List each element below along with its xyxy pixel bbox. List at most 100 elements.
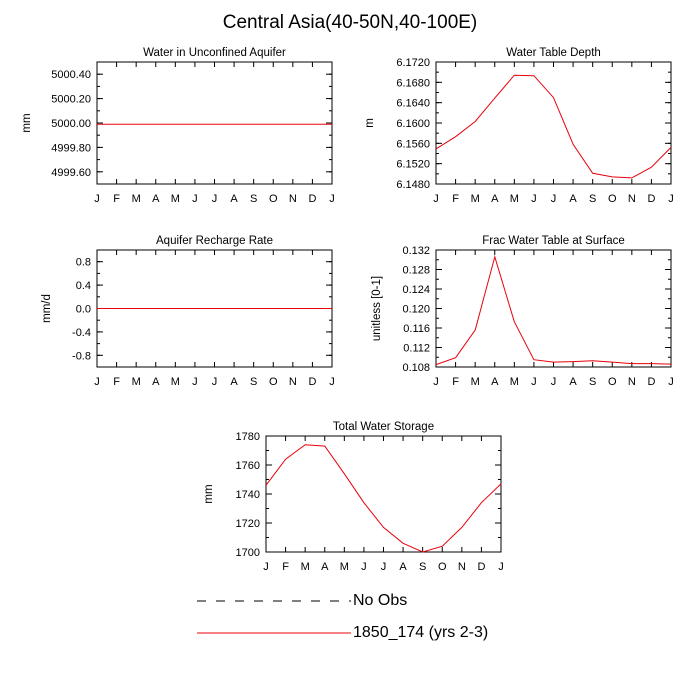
x-tick-label: S (589, 376, 596, 388)
x-tick-label: O (608, 193, 617, 205)
x-tick-label: J (192, 193, 198, 205)
x-tick-label: J (551, 193, 557, 205)
y-tick-label: 0.108 (402, 362, 430, 374)
panel-title: Aquifer Recharge Rate (156, 235, 273, 247)
x-tick-label: A (491, 376, 499, 388)
x-tick-label: A (230, 376, 238, 388)
x-tick-label: J (551, 376, 557, 388)
x-tick-label: O (438, 561, 447, 573)
y-tick-label: 6.1480 (396, 179, 430, 191)
y-tick-label: 0.112 (403, 343, 430, 355)
x-tick-label: F (113, 193, 120, 205)
y-tick-label: -0.8 (72, 350, 91, 362)
y-tick-label: 6.1520 (396, 159, 430, 171)
y-tick-label: 5000.20 (51, 94, 91, 106)
y-tick-label: 4999.80 (51, 142, 91, 154)
x-tick-label: J (498, 561, 504, 573)
y-tick-label: 0.132 (402, 245, 430, 257)
y-tick-label: 1760 (236, 460, 260, 472)
y-tick-label: 0.8 (76, 257, 91, 269)
x-tick-label: A (230, 193, 238, 205)
x-tick-label: F (282, 561, 289, 573)
y-tick-label: 1720 (236, 518, 260, 530)
y-tick-label: 1740 (236, 489, 260, 501)
legend-label-model: 1850_174 (yrs 2-3) (353, 624, 489, 641)
series-line (435, 74, 672, 179)
y-tick-label: 5000.40 (51, 69, 91, 81)
x-tick-label: A (152, 193, 160, 205)
x-tick-label: F (113, 376, 120, 388)
x-tick-label: J (263, 561, 269, 573)
x-tick-label: O (269, 376, 278, 388)
x-tick-label: N (458, 561, 466, 573)
y-tick-label: 0.124 (402, 284, 430, 296)
x-tick-label: D (477, 561, 485, 573)
y-tick-label: 0.120 (402, 304, 430, 316)
y-axis-label: mm/d (41, 294, 53, 323)
y-tick-label: 0.4 (76, 280, 91, 292)
x-tick-label: S (419, 561, 426, 573)
x-tick-label: J (433, 193, 439, 205)
x-tick-label: J (212, 376, 218, 388)
y-tick-label: 6.1600 (396, 118, 430, 130)
x-tick-label: F (452, 193, 459, 205)
x-tick-label: N (628, 376, 636, 388)
x-tick-label: M (510, 193, 519, 205)
x-tick-label: J (381, 561, 387, 573)
x-tick-label: M (510, 376, 519, 388)
x-tick-label: D (308, 376, 316, 388)
y-tick-label: 0.0 (76, 304, 91, 316)
panel-title: Total Water Storage (333, 421, 434, 433)
x-tick-label: A (491, 193, 499, 205)
x-tick-label: F (452, 376, 459, 388)
x-tick-label: S (250, 376, 257, 388)
y-tick-label: 0.128 (402, 265, 430, 277)
y-tick-label: 0.116 (403, 323, 430, 335)
x-tick-label: J (361, 561, 367, 573)
y-tick-label: 6.1640 (396, 98, 430, 110)
x-tick-label: M (132, 193, 141, 205)
y-tick-label: 6.1560 (396, 138, 430, 150)
y-tick-label: 1780 (236, 431, 260, 443)
y-axis-label: mm (203, 484, 215, 503)
x-tick-label: M (471, 376, 480, 388)
x-tick-label: M (132, 376, 141, 388)
x-tick-label: N (628, 193, 636, 205)
y-tick-label: 6.1680 (396, 77, 430, 89)
x-tick-label: M (471, 193, 480, 205)
panel-title: Frac Water Table at Surface (482, 235, 625, 247)
x-tick-label: S (250, 193, 257, 205)
x-tick-label: D (647, 193, 655, 205)
y-tick-label: 5000.00 (51, 118, 91, 130)
x-tick-label: M (340, 561, 349, 573)
plot-frame (435, 249, 672, 368)
x-tick-label: A (569, 193, 577, 205)
x-tick-label: O (269, 193, 278, 205)
series-line (435, 254, 672, 366)
y-axis-label: unitless [0-1] (371, 276, 383, 341)
x-tick-label: N (289, 193, 297, 205)
x-tick-label: S (589, 193, 596, 205)
plot-frame (96, 61, 333, 185)
panel-title: Water in Unconfined Aquifer (143, 47, 286, 59)
plot-frame (435, 61, 672, 185)
x-tick-label: J (329, 376, 335, 388)
y-axis-label: mm (21, 113, 33, 132)
y-axis-label: m (364, 118, 376, 128)
panel-title: Water Table Depth (506, 47, 601, 59)
x-tick-label: A (569, 376, 577, 388)
x-tick-label: M (171, 193, 180, 205)
x-tick-label: N (289, 376, 297, 388)
y-tick-label: 4999.60 (51, 167, 91, 179)
x-tick-label: A (152, 376, 160, 388)
x-tick-label: A (321, 561, 329, 573)
figure-title: Central Asia(40-50N,40-100E) (222, 12, 478, 33)
x-tick-label: J (212, 193, 218, 205)
x-tick-label: J (668, 193, 674, 205)
